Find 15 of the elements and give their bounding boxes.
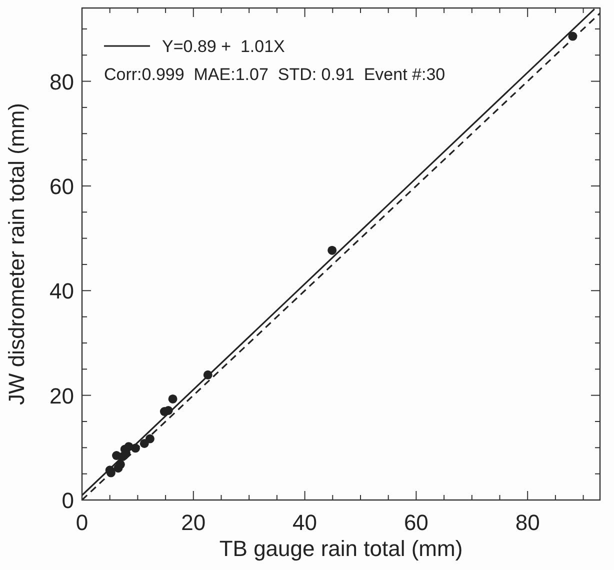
x-tick-label: 80 [515, 510, 540, 535]
x-tick-label: 40 [292, 510, 318, 535]
y-tick-label: 60 [50, 174, 74, 199]
point [328, 246, 337, 255]
legend-label: Y=0.89 + 1.01X [162, 37, 285, 56]
annotation: Corr:0.999 MAE:1.07 STD: 0.91 Event #:30 [104, 65, 446, 84]
y-tick-label: 40 [50, 278, 74, 304]
x-tick-label: 60 [404, 510, 428, 535]
x-tick-label: 20 [181, 510, 206, 535]
y-tick-label: 80 [50, 69, 74, 94]
point [168, 394, 178, 404]
y-tick-label: 20 [50, 383, 74, 408]
y-axis-title: JW disdrometer rain total (mm) [4, 103, 29, 405]
y-tick-label: 0 [62, 488, 74, 513]
x-axis-title: TB gauge rain total (mm) [219, 536, 463, 561]
